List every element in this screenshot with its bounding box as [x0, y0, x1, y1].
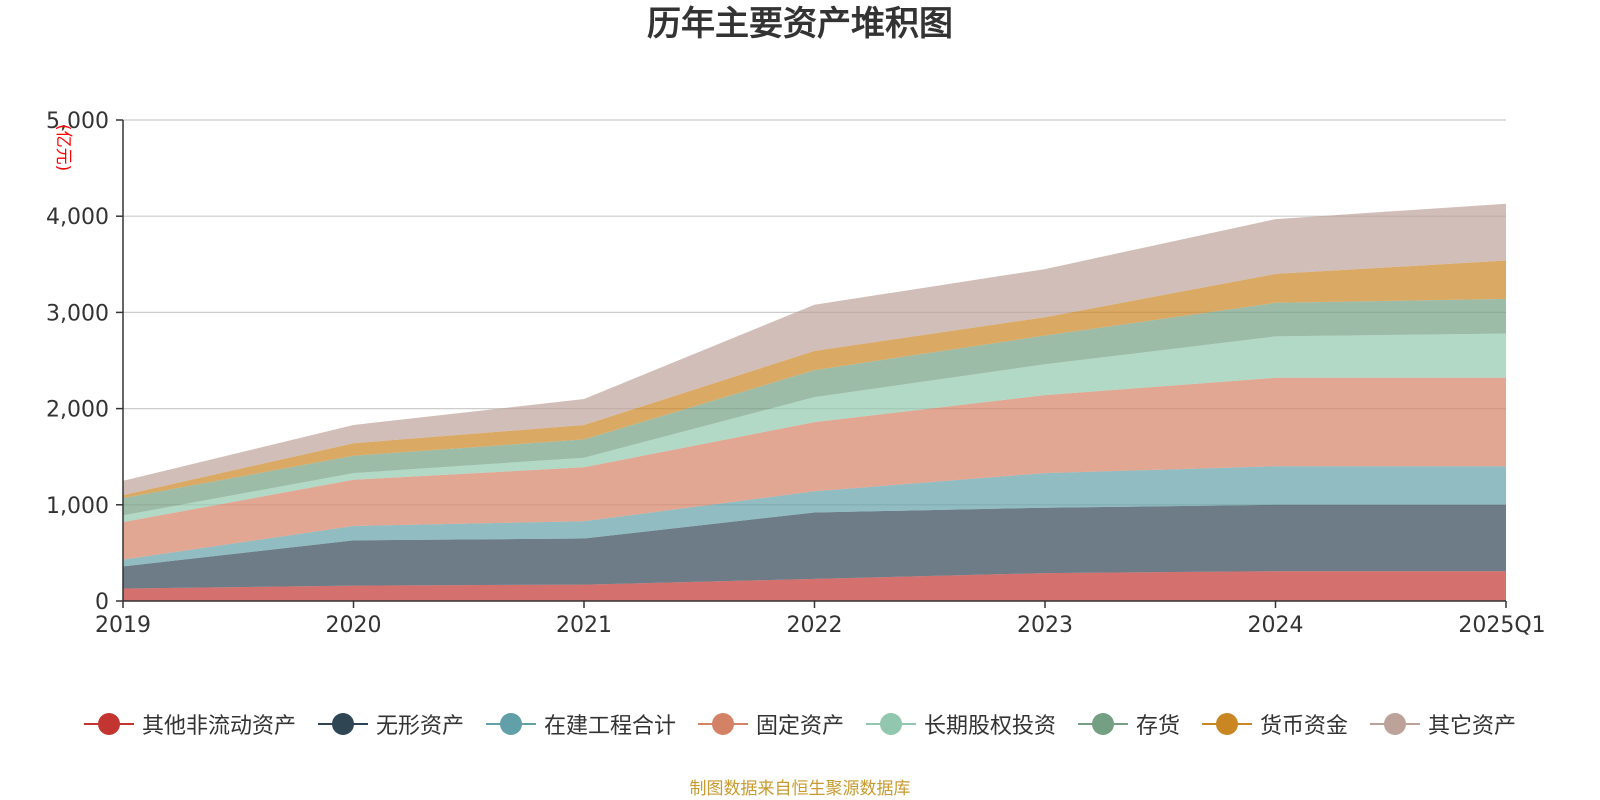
x-tick-label: 2020 [326, 613, 382, 638]
y-tick-label: 5,000 [46, 109, 109, 134]
y-tick-label: 1,000 [46, 494, 109, 519]
source-note: 制图数据来自恒生聚源数据库 [689, 779, 911, 799]
x-tick-label: 2019 [95, 613, 151, 638]
y-tick-labels: 0 1,000 2,000 3,000 4,000 5,000 [46, 109, 123, 615]
legend-label: 其它资产 [1428, 714, 1517, 739]
legend-marker [83, 712, 134, 736]
area-series-0 [123, 571, 1506, 601]
legend-item-1[interactable]: 无形资产 [317, 708, 464, 740]
legend-item-3[interactable]: 固定资产 [697, 708, 844, 740]
x-tick-labels: 2019 2020 2021 2022 2023 2024 2025Q1 [95, 601, 1546, 638]
x-tick-label: 2025Q1 [1458, 613, 1545, 638]
legend-marker [485, 712, 536, 736]
legend-marker [317, 712, 368, 736]
area-series-2 [123, 466, 1506, 567]
legend-marker [866, 712, 916, 736]
area-series [123, 203, 1506, 601]
legend-label: 其他非流动资产 [141, 714, 296, 739]
legend-item-0[interactable]: 其他非流动资产 [83, 708, 296, 740]
legend: 其他非流动资产 无形资产 在建工程合计 固定资产 长期股权投资 存货 货币资金 其它资产 [0, 708, 1600, 740]
x-tick-label: 2024 [1248, 613, 1304, 638]
legend-marker [1202, 712, 1253, 736]
area-series-1 [123, 504, 1506, 589]
area-series-4 [123, 333, 1506, 523]
legend-item-2[interactable]: 在建工程合计 [485, 708, 676, 740]
legend-label: 长期股权投资 [924, 714, 1057, 739]
legend-label: 无形资产 [375, 714, 464, 739]
legend-label: 货币资金 [1260, 714, 1349, 739]
y-tick-label: 0 [95, 590, 109, 615]
x-tick-label: 2022 [787, 613, 843, 638]
area-series-5 [123, 298, 1506, 516]
area-series-3 [123, 377, 1506, 560]
legend-item-4[interactable]: 长期股权投资 [866, 708, 1056, 740]
legend-label: 固定资产 [755, 714, 844, 739]
y-tick-label: 2,000 [46, 398, 109, 423]
y-tick-label: 3,000 [46, 301, 109, 326]
legend-label: 在建工程合计 [543, 714, 676, 739]
legend-item-5[interactable]: 存货 [1078, 708, 1180, 740]
x-tick-label: 2023 [1017, 613, 1073, 638]
legend-item-7[interactable]: 其它资产 [1370, 708, 1516, 740]
y-tick-label: 4,000 [46, 205, 109, 230]
legend-item-6[interactable]: 货币资金 [1202, 708, 1348, 740]
legend-label: 存货 [1136, 714, 1181, 739]
legend-marker [1078, 712, 1129, 736]
area-series-7 [123, 203, 1506, 496]
legend-marker [697, 712, 748, 736]
chart-title: 历年主要资产堆积图 [647, 4, 953, 44]
x-tick-label: 2021 [556, 613, 612, 638]
area-series-6 [123, 260, 1506, 499]
y-axis-unit-label: (亿元) [53, 124, 73, 171]
legend-marker [1370, 712, 1421, 736]
